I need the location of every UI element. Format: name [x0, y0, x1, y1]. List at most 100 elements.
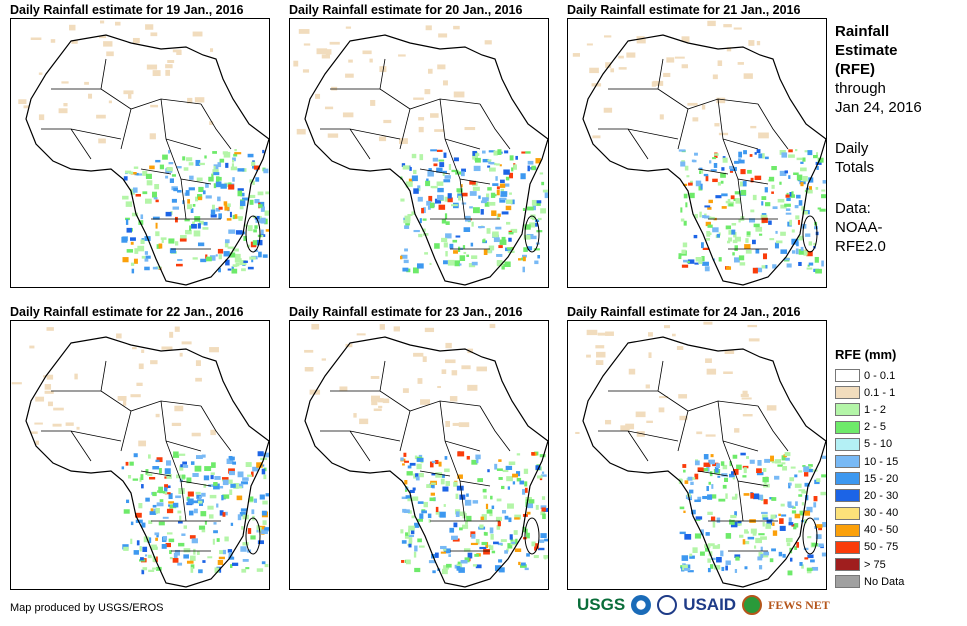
legend-swatch: [835, 386, 860, 400]
rain-cell: [504, 515, 509, 520]
rain-cell: [712, 157, 717, 160]
rain-cell: [222, 479, 229, 486]
rain-cell: [820, 491, 826, 496]
rain-cell: [815, 534, 822, 540]
rain-cell: [676, 346, 684, 350]
rain-cell: [116, 333, 122, 339]
rain-cell: [748, 338, 760, 342]
rain-cell: [137, 245, 145, 252]
rain-cell: [205, 183, 209, 188]
rain-cell: [382, 398, 390, 404]
rain-cell: [418, 233, 423, 238]
rain-cell: [164, 484, 169, 489]
rain-cell: [230, 483, 236, 488]
legend-label: > 75: [864, 558, 886, 571]
rain-cell: [431, 482, 436, 485]
rain-cell: [417, 501, 424, 504]
rain-cell: [413, 169, 417, 175]
rain-cell: [753, 493, 760, 500]
rain-cell: [796, 157, 803, 161]
rain-cell: [802, 175, 808, 182]
rain-cell: [512, 481, 516, 485]
rain-cell: [687, 102, 698, 106]
rain-cell: [729, 519, 732, 525]
rain-cell: [489, 527, 494, 534]
rain-cell: [216, 503, 219, 508]
rain-cell: [750, 209, 755, 213]
rain-cell: [586, 354, 591, 358]
rain-cell: [766, 519, 772, 526]
rain-cell: [411, 515, 415, 519]
rain-cell: [226, 458, 234, 465]
rain-cell: [208, 514, 214, 519]
rain-cell: [192, 221, 195, 225]
rain-cell: [225, 259, 230, 266]
side-totals: Totals: [835, 159, 875, 176]
rain-cell: [152, 216, 160, 220]
rain-cell: [456, 188, 463, 193]
rain-cell: [487, 187, 492, 191]
rain-cell: [689, 192, 695, 199]
rain-cell: [238, 486, 243, 489]
rain-cell: [816, 478, 821, 483]
rain-cell: [737, 62, 744, 65]
rain-cell: [152, 266, 158, 270]
rain-cell: [526, 511, 531, 515]
rain-cell: [610, 68, 615, 73]
rain-cell: [697, 467, 704, 472]
rain-cell: [762, 522, 765, 527]
rain-cell: [175, 495, 181, 499]
rain-cell: [200, 258, 207, 263]
rain-cell: [499, 197, 506, 203]
rain-cell: [758, 132, 769, 139]
rain-cell: [455, 235, 461, 238]
rain-cell: [469, 206, 473, 209]
rain-cell: [404, 509, 410, 514]
rain-cell: [155, 537, 158, 541]
rain-cell: [764, 187, 768, 193]
rain-cell: [139, 477, 142, 482]
rain-cell: [728, 203, 734, 207]
rain-cell: [379, 66, 387, 73]
rain-cell: [542, 189, 548, 193]
rain-cell: [242, 477, 249, 481]
rain-cell: [492, 183, 499, 186]
rain-cell: [237, 168, 245, 172]
rain-cell: [789, 557, 793, 562]
rain-cell: [666, 57, 675, 63]
rain-cell: [221, 477, 225, 482]
rain-cell: [247, 153, 254, 158]
rain-cell: [262, 254, 268, 258]
rain-cell: [758, 533, 765, 536]
rain-cell: [514, 517, 520, 520]
rain-cell: [498, 459, 502, 462]
rain-cell: [509, 155, 514, 161]
rain-cell: [822, 180, 826, 184]
rain-cell: [53, 407, 64, 411]
rain-cell: [158, 521, 165, 526]
rain-cell: [770, 514, 776, 519]
rain-cell: [789, 191, 792, 197]
rain-cell: [477, 478, 484, 483]
rain-cell: [157, 490, 162, 493]
rain-cell: [197, 242, 205, 247]
rain-cell: [780, 231, 786, 236]
rain-cell: [749, 218, 756, 223]
rain-cell: [413, 551, 417, 558]
rain-cell: [194, 97, 205, 103]
rain-cell: [261, 510, 267, 516]
rain-cell: [213, 183, 217, 189]
rain-cell: [808, 241, 813, 246]
rain-cell: [486, 509, 493, 514]
rain-cell: [814, 226, 819, 230]
rain-cell: [209, 347, 219, 353]
rain-cell: [398, 138, 408, 144]
rain-cell: [306, 369, 312, 372]
rain-cell: [190, 461, 195, 465]
rain-cell: [453, 522, 458, 528]
rain-cell: [377, 398, 384, 403]
rain-cell: [237, 471, 244, 478]
rain-cell: [791, 250, 796, 254]
rain-cell: [405, 221, 410, 226]
rain-cell: [426, 484, 431, 488]
